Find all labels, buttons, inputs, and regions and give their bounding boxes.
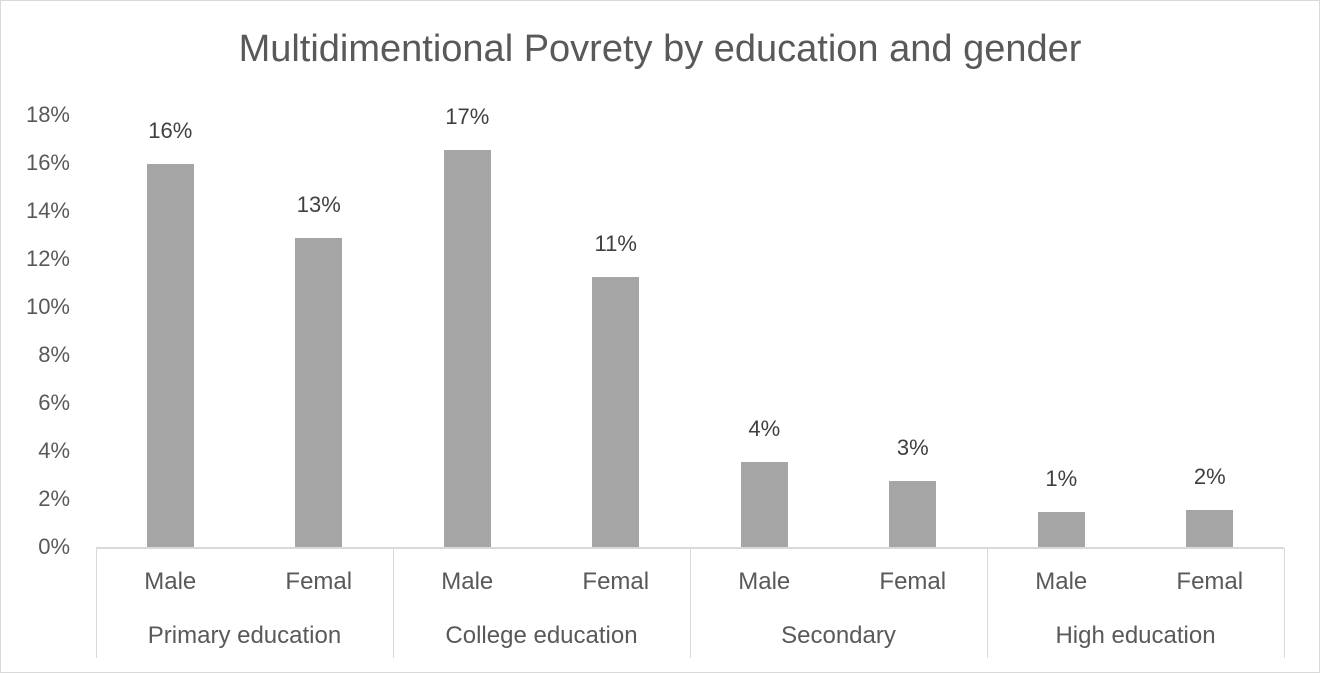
- group-divider: [987, 548, 988, 658]
- data-label: 4%: [748, 415, 781, 441]
- bar: [146, 164, 194, 548]
- data-label: 2%: [1193, 463, 1226, 489]
- x-category-label: Femal: [879, 568, 947, 595]
- group-divider: [690, 548, 691, 658]
- x-category-label: Femal: [1176, 568, 1244, 595]
- data-label: 11%: [594, 230, 637, 256]
- bar: [592, 276, 640, 548]
- chart-title: Multidimentional Povrety by education an…: [238, 28, 1082, 70]
- bar: [889, 480, 937, 548]
- data-label: 16%: [148, 118, 193, 143]
- y-tick-label: 12%: [25, 246, 70, 271]
- y-tick-label: 6%: [38, 390, 70, 415]
- x-category-label: Male: [144, 568, 197, 595]
- y-tick-label: 2%: [38, 486, 70, 511]
- y-tick-label: 16%: [25, 150, 70, 175]
- x-group-label: Primary education: [147, 622, 342, 649]
- bar: [740, 461, 788, 548]
- x-group-label: Secondary: [781, 622, 896, 649]
- group-divider: [1284, 548, 1285, 658]
- x-category-label: Male: [441, 568, 494, 595]
- bar: [1186, 509, 1234, 548]
- y-tick-label: 18%: [25, 102, 70, 127]
- x-category-label: Femal: [285, 568, 353, 595]
- data-label: 13%: [296, 192, 341, 218]
- data-label: 3%: [896, 434, 929, 460]
- data-label: 17%: [445, 103, 490, 129]
- y-tick-label: 4%: [38, 438, 70, 463]
- group-divider: [393, 548, 394, 658]
- bar: [295, 238, 343, 548]
- x-group-label: High education: [1055, 622, 1216, 649]
- data-label: 1%: [1045, 466, 1078, 491]
- bar: [1037, 512, 1085, 548]
- bar: [443, 149, 491, 548]
- y-tick-label: 8%: [38, 342, 70, 367]
- x-category-label: Male: [1035, 568, 1088, 595]
- x-category-label: Male: [738, 568, 791, 595]
- x-category-label: Femal: [582, 568, 650, 595]
- group-divider: [96, 548, 97, 658]
- plot-area: 16% 13% 17% 11% 4% 3% 1% 2%: [96, 0, 1284, 548]
- x-group-label: College education: [445, 622, 638, 649]
- y-tick-label: 0%: [38, 534, 70, 559]
- y-tick-label: 10%: [25, 294, 70, 319]
- y-tick-label: 14%: [25, 198, 70, 223]
